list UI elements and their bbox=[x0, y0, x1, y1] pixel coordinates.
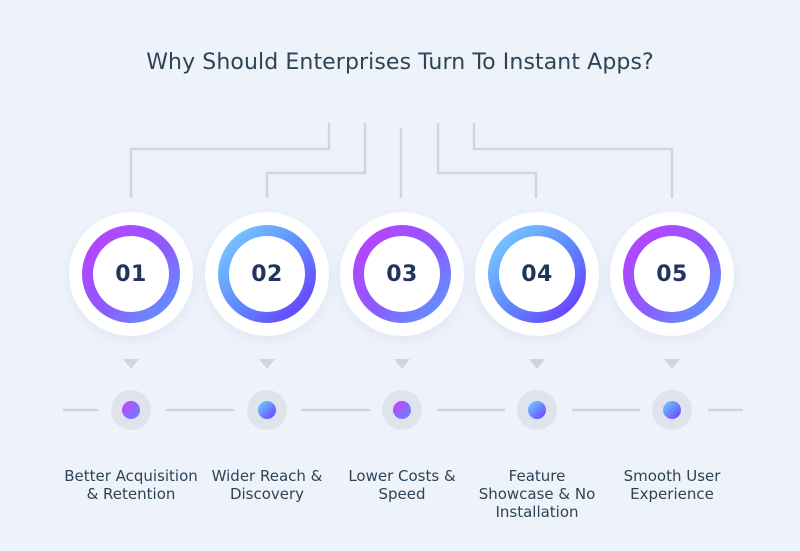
step-label: Wider Reach & Discovery bbox=[211, 467, 323, 503]
step-circle: 02 bbox=[205, 212, 329, 336]
step-circle: 03 bbox=[340, 212, 464, 336]
triangle-down-icon bbox=[394, 359, 410, 369]
step-label: Feature Showcase & No Installation bbox=[478, 467, 596, 521]
step-number: 05 bbox=[656, 261, 688, 287]
step-04: 04 Feature Showcase & No Installation bbox=[475, 0, 599, 551]
gradient-ring: 01 bbox=[82, 225, 180, 323]
triangle-down-icon bbox=[123, 359, 139, 369]
gradient-ring: 03 bbox=[353, 225, 451, 323]
step-05: 05 Smooth User Experience bbox=[610, 0, 734, 551]
timeline-dot bbox=[247, 390, 287, 430]
step-circle: 05 bbox=[610, 212, 734, 336]
step-number: 01 bbox=[115, 261, 147, 287]
page-title: Why Should Enterprises Turn To Instant A… bbox=[146, 50, 654, 75]
timeline-dot bbox=[111, 390, 151, 430]
step-label: Better Acquisition & Retention bbox=[64, 467, 198, 503]
triangle-down-icon bbox=[664, 359, 680, 369]
step-circle: 04 bbox=[475, 212, 599, 336]
connector-01 bbox=[129, 123, 331, 198]
gradient-ring: 05 bbox=[623, 225, 721, 323]
connector-02 bbox=[265, 123, 367, 198]
timeline-dot bbox=[382, 390, 422, 430]
connector-05 bbox=[472, 123, 674, 198]
step-03: 03 Lower Costs & Speed bbox=[340, 0, 464, 551]
connector-04 bbox=[436, 123, 538, 198]
step-label: Lower Costs & Speed bbox=[348, 467, 456, 503]
step-number: 03 bbox=[386, 261, 418, 287]
gradient-ring: 04 bbox=[488, 225, 586, 323]
step-02: 02 Wider Reach & Discovery bbox=[205, 0, 329, 551]
step-01: 01 Better Acquisition & Retention bbox=[64, 0, 198, 551]
step-number: 04 bbox=[521, 261, 553, 287]
step-label: Smooth User Experience bbox=[623, 467, 721, 503]
triangle-down-icon bbox=[529, 359, 545, 369]
step-circle: 01 bbox=[69, 212, 193, 336]
gradient-ring: 02 bbox=[218, 225, 316, 323]
triangle-down-icon bbox=[259, 359, 275, 369]
timeline-dot bbox=[517, 390, 557, 430]
timeline-dot bbox=[652, 390, 692, 430]
step-number: 02 bbox=[251, 261, 283, 287]
